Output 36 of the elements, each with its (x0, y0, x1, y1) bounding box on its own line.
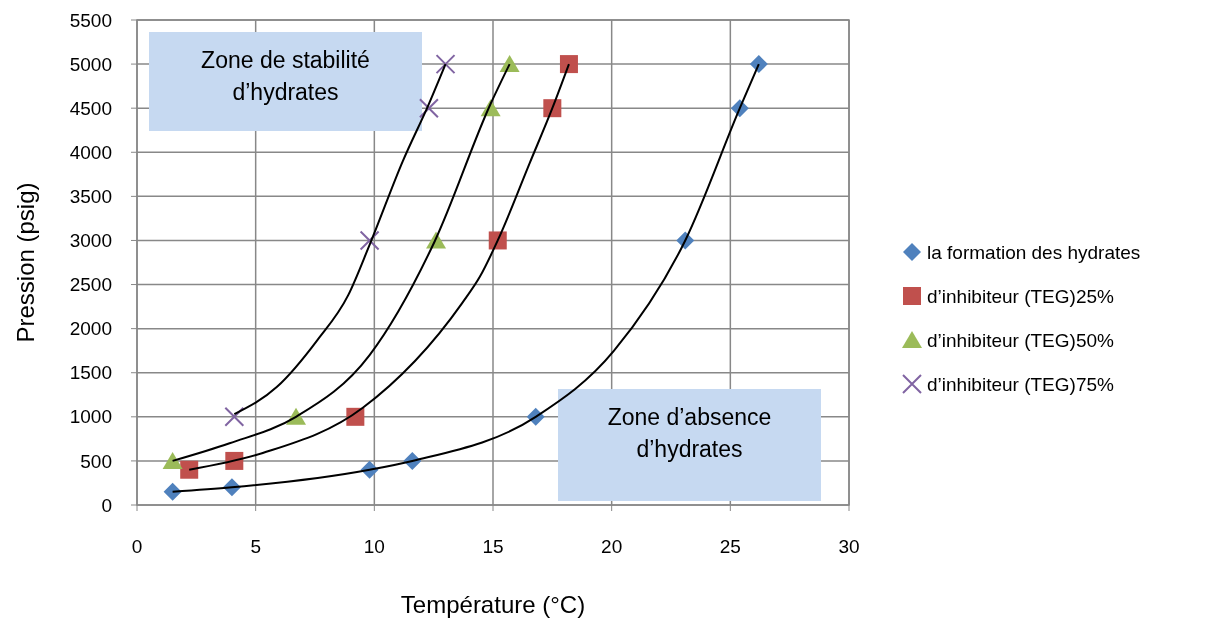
x-tick-label: 5 (250, 536, 261, 557)
annotation: Zone de stabilité d’hydrates (201, 47, 370, 105)
legend-label: d’inhibiteur (TEG)25% (927, 285, 1115, 307)
y-tick-label: 2000 (69, 318, 112, 340)
point (559, 55, 578, 74)
x-axis-title: Température (°C) (400, 591, 586, 618)
x-tick-label: 25 (719, 536, 741, 557)
x-tick-label: 30 (838, 536, 860, 557)
point (162, 451, 183, 469)
x-tick-label: 20 (601, 536, 623, 557)
point (418, 98, 439, 119)
y-tick-label: 3500 (69, 186, 112, 208)
y-tick-label: 1000 (69, 406, 112, 428)
y-axis-title: Pression (psig) (12, 182, 39, 343)
y-tick-label: 5000 (69, 53, 112, 75)
legend-label: d’inhibiteur (TEG)50% (927, 329, 1115, 351)
point (435, 54, 456, 75)
y-tick-label: 0 (101, 494, 112, 516)
y-tick-label: 2500 (69, 274, 112, 296)
point (224, 406, 245, 427)
point (163, 482, 182, 501)
y-tick-label: 500 (80, 450, 112, 472)
y-tick-label: 5500 (69, 9, 112, 31)
legend-label: d’inhibiteur (TEG)75% (927, 373, 1115, 395)
y-tick-label: 1500 (69, 362, 112, 384)
point (180, 460, 199, 479)
point (749, 55, 768, 74)
annotation: Zone d’absence d’hydrates (607, 404, 772, 462)
point (359, 230, 380, 251)
legend-label: la formation des hydrates (927, 241, 1141, 263)
x-tick-label: 0 (131, 536, 143, 557)
y-tick-label: 3000 (69, 230, 112, 252)
x-tick-label: 15 (482, 536, 504, 557)
y-tick-label: 4000 (69, 141, 112, 163)
x-tick-label: 10 (363, 536, 385, 557)
y-tick-label: 4500 (69, 97, 112, 119)
